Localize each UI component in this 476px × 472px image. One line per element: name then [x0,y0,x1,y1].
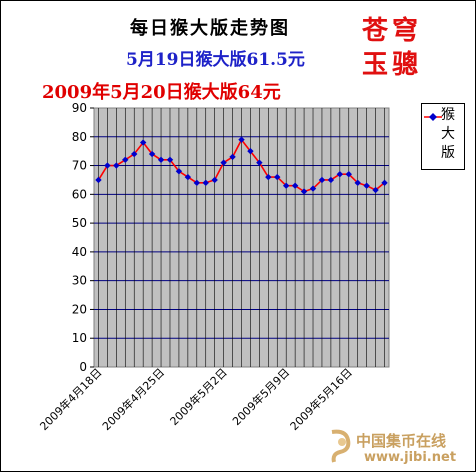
data-point [345,170,352,178]
y-tick-label: 60 [72,187,87,201]
data-point [354,179,361,187]
data-point [372,186,379,194]
x-tick-label: 2009年4月25日 [99,365,167,433]
data-point [211,176,218,184]
x-tick-label: 2009年5月9日 [229,365,292,428]
chart-legend: 猴大版 [421,103,465,170]
subtitle-may20: 2009年5月20日猴大版64元 [42,82,281,103]
y-tick-label: 80 [72,130,87,144]
y-tick-label: 20 [72,302,87,316]
y-tick-label: 0 [79,360,87,374]
legend-line-marker-icon [424,113,442,121]
data-point [274,173,281,181]
y-tick-label: 40 [72,245,87,259]
data-point [113,162,120,169]
data-point [184,173,192,181]
data-point [327,176,335,184]
data-point [175,168,183,175]
data-point [309,185,317,192]
data-point [193,179,201,187]
data-point [256,159,263,166]
data-point [291,182,299,189]
data-point [148,150,156,158]
legend-series-name: 猴大版 [441,107,455,161]
data-point [336,170,344,178]
data-point [166,156,174,163]
y-tick-label: 70 [72,159,87,173]
author-name-line1: 苍穹 [362,16,423,46]
data-point [131,150,138,158]
data-point [282,182,290,189]
data-point [247,147,254,155]
subtitle-may19: 5月19日猴大版61.5元 [126,50,305,70]
x-tick-label: 2009年4月18日 [37,365,105,433]
watermark-site-name: 中国集币在线 [356,432,447,450]
x-tick-label: 2009年5月2日 [167,365,230,428]
data-point [122,156,129,163]
x-tick-label: 2009年5月16日 [287,365,355,433]
watermark-url: www.jibi.net [364,450,457,465]
data-point [318,176,326,184]
data-point [139,139,147,146]
data-point [381,179,388,187]
data-point [95,176,102,184]
data-point [265,173,272,181]
data-point [238,136,245,143]
data-point [229,153,236,161]
y-tick-label: 90 [72,101,87,115]
y-tick-label: 50 [72,216,87,230]
data-point [202,179,209,187]
author-name-line2: 玉骢 [362,50,423,80]
data-point [300,188,308,195]
y-tick-label: 10 [72,331,87,345]
coin-logo-icon [331,429,351,463]
data-point [220,159,227,166]
y-tick-label: 30 [72,274,87,288]
data-point [157,156,165,163]
data-point [363,182,370,189]
chart-title: 每日猴大版走势图 [130,18,290,39]
data-point [104,162,111,169]
